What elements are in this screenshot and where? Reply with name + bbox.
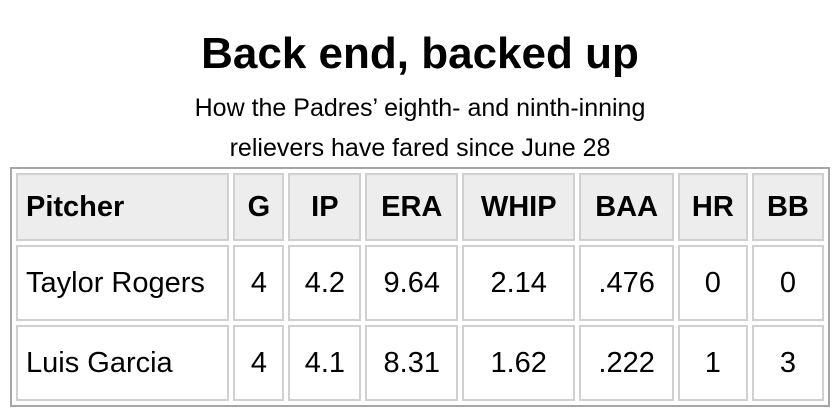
stat-cell: 4.1 xyxy=(288,325,362,401)
column-header: ERA xyxy=(365,173,459,241)
stat-cell: .222 xyxy=(579,325,674,401)
column-header: BAA xyxy=(579,173,674,241)
column-header: BB xyxy=(751,173,824,241)
stat-cell: 0 xyxy=(677,245,748,321)
stat-cell: 9.64 xyxy=(365,245,459,321)
column-header: Pitcher xyxy=(16,173,230,241)
stats-table: Pitcher G IP ERA WHIP BAA HR BB Taylor Rogers 4 4… xyxy=(10,167,830,407)
column-header: WHIP xyxy=(462,173,576,241)
column-header: G xyxy=(233,173,285,241)
column-header: HR xyxy=(677,173,748,241)
stat-cell: 4 xyxy=(233,325,285,401)
stat-cell: 3 xyxy=(751,325,824,401)
header-row: Pitcher G IP ERA WHIP BAA HR BB xyxy=(16,173,824,241)
stat-cell: 8.31 xyxy=(365,325,459,401)
table-row: Luis Garcia 4 4.1 8.31 1.62.222 1 3 xyxy=(16,325,824,401)
stat-cell: 1.62 xyxy=(462,325,576,401)
title: Back end, backed up xyxy=(201,29,639,78)
stat-cell: 0 xyxy=(751,245,824,321)
stat-cell: 1 xyxy=(677,325,748,401)
pitcher-name: Taylor Rogers xyxy=(16,245,230,321)
pitcher-name: Luis Garcia xyxy=(16,325,230,401)
subtitle-line: How the Padres’ eighth- and ninth-inning xyxy=(194,94,646,122)
stat-cell: 2.14 xyxy=(462,245,576,321)
subtitle: How the Padres’ eighth- and ninth-inning… xyxy=(0,88,840,168)
stat-cell: 4 xyxy=(233,245,285,321)
stat-cell: .476 xyxy=(579,245,674,321)
subtitle-line: relievers have fared since June 28 xyxy=(229,134,611,162)
column-header: IP xyxy=(288,173,362,241)
table-row: Taylor Rogers 4 4.2 9.64 2.14.476 0 0 xyxy=(16,245,824,321)
stat-cell: 4.2 xyxy=(288,245,362,321)
